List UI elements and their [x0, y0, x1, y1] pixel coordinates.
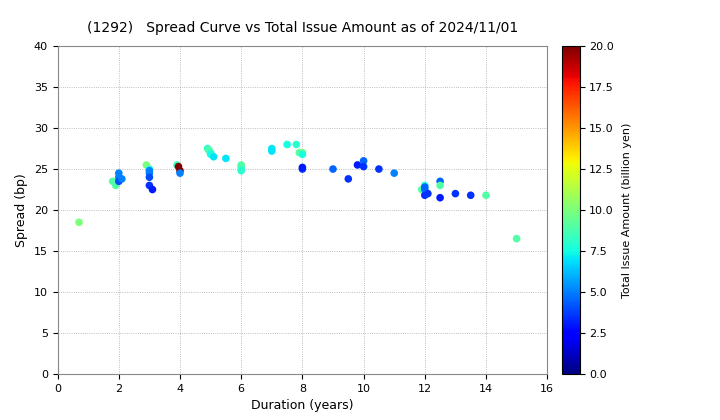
Point	[297, 165, 308, 172]
Point	[419, 182, 431, 189]
Point	[343, 176, 354, 182]
Point	[419, 186, 431, 193]
Point	[422, 190, 433, 197]
Point	[358, 158, 369, 164]
Point	[266, 145, 278, 152]
X-axis label: Duration (years): Duration (years)	[251, 399, 354, 412]
Point	[113, 174, 125, 181]
Y-axis label: Spread (bp): Spread (bp)	[15, 173, 28, 247]
Point	[113, 170, 125, 176]
Point	[140, 162, 152, 168]
Point	[419, 192, 431, 199]
Text: (1292)   Spread Curve vs Total Issue Amount as of 2024/11/01: (1292) Spread Curve vs Total Issue Amoun…	[87, 21, 518, 35]
Point	[235, 165, 247, 172]
Point	[434, 182, 446, 189]
Point	[297, 151, 308, 158]
Point	[511, 235, 523, 242]
Point	[235, 167, 247, 174]
Point	[328, 165, 339, 172]
Point	[204, 149, 216, 156]
Point	[208, 153, 220, 160]
Point	[202, 145, 213, 152]
Point	[294, 149, 305, 156]
Point	[73, 219, 85, 226]
Point	[173, 163, 184, 170]
Point	[480, 192, 492, 199]
Point	[144, 167, 156, 174]
Point	[171, 162, 183, 168]
Point	[416, 186, 428, 193]
Y-axis label: Total Issue Amount (billion yen): Total Issue Amount (billion yen)	[622, 122, 632, 298]
Point	[434, 194, 446, 201]
Point	[419, 184, 431, 190]
Point	[434, 178, 446, 185]
Point	[291, 141, 302, 148]
Point	[297, 149, 308, 156]
Point	[107, 178, 119, 185]
Point	[449, 190, 462, 197]
Point	[352, 162, 364, 168]
Point	[113, 178, 125, 185]
Point	[203, 147, 215, 154]
Point	[282, 141, 293, 148]
Point	[110, 182, 122, 189]
Point	[144, 170, 156, 176]
Point	[116, 176, 127, 182]
Point	[465, 192, 477, 199]
Point	[174, 170, 186, 176]
Point	[389, 170, 400, 176]
Point	[220, 155, 232, 162]
Point	[144, 182, 156, 189]
Point	[266, 148, 278, 155]
Point	[235, 163, 247, 170]
Point	[144, 174, 156, 181]
Point	[204, 151, 216, 158]
Point	[373, 165, 384, 172]
Point	[147, 186, 158, 193]
Point	[235, 162, 247, 168]
Point	[144, 165, 156, 172]
Point	[297, 164, 308, 171]
Point	[358, 163, 369, 170]
Point	[174, 167, 186, 174]
